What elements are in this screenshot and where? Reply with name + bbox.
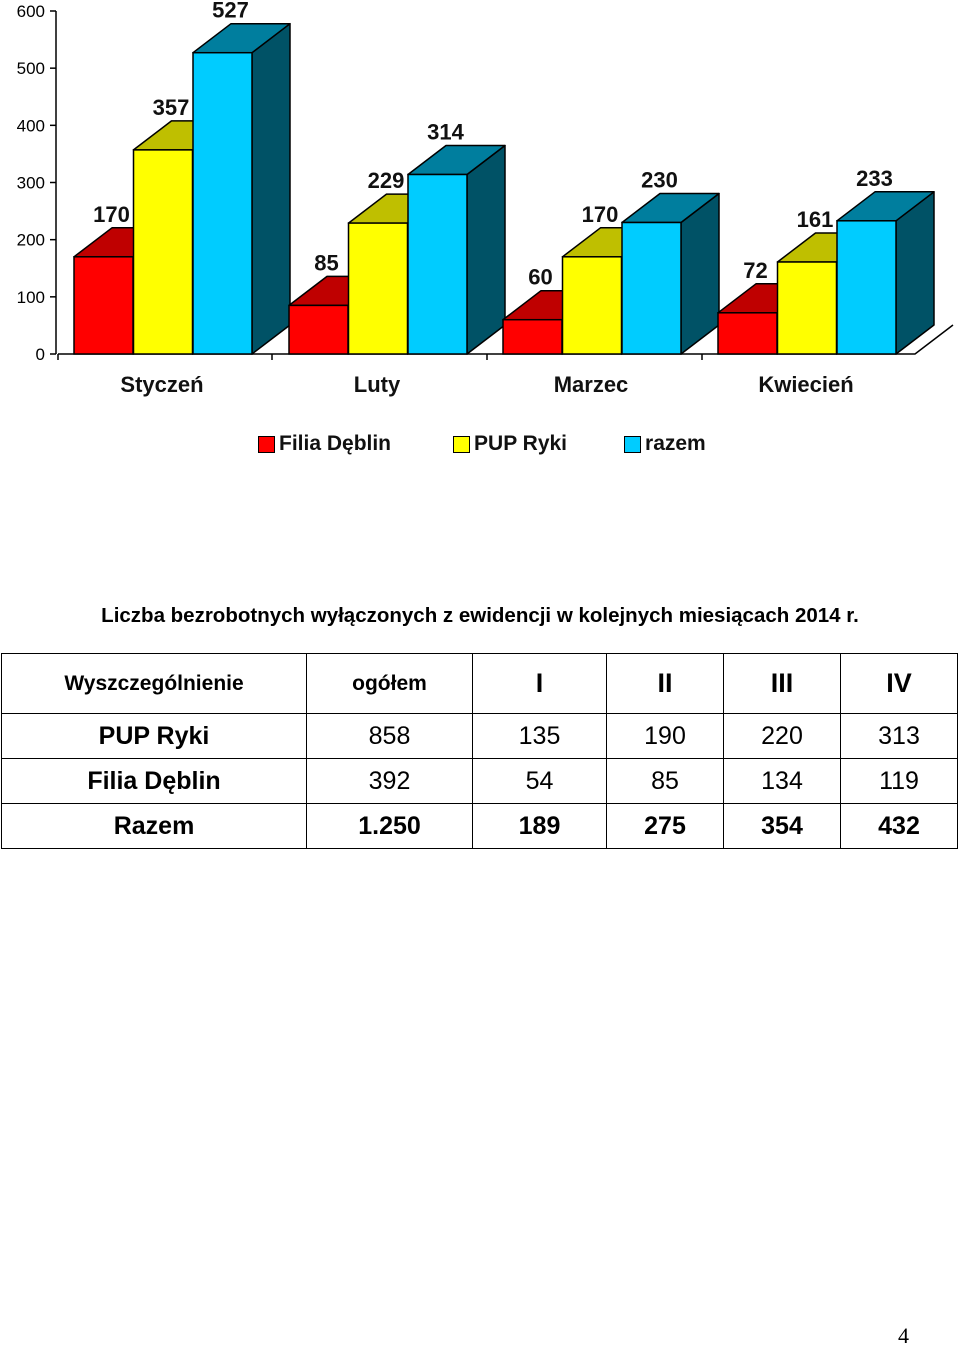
x-category-label: Kwiecień [758, 372, 853, 397]
y-tick-label: 300 [17, 174, 45, 193]
table-cell: 354 [723, 803, 841, 849]
table-cell: 392 [306, 758, 473, 804]
data-label-2-2: 230 [641, 168, 678, 193]
x-category-label: Luty [354, 372, 401, 397]
table-cell: 135 [472, 713, 607, 759]
data-label-0-1: 357 [153, 95, 190, 120]
x-category-label: Styczeń [120, 372, 203, 397]
legend-swatch-razem [624, 435, 642, 453]
table-cell: 134 [723, 758, 841, 804]
header-cell: IV [840, 653, 958, 714]
data-label-0-0: 170 [93, 202, 130, 227]
legend-item-razem: razem [624, 432, 706, 456]
header-cell: Wyszczególnienie [1, 653, 307, 714]
table-row: PUP Ryki 858 135 190 220 313 [1, 713, 958, 759]
table-cell: 220 [723, 713, 841, 759]
data-label-3-2: 233 [856, 166, 893, 191]
y-tick-label: 0 [36, 345, 45, 364]
data-label-3-1: 161 [797, 207, 834, 232]
table-cell: 275 [606, 803, 724, 849]
table-caption: Liczba bezrobotnych wyłączonych z ewiden… [101, 604, 859, 627]
data-label-2-1: 170 [582, 202, 619, 227]
legend-item-filia-deblin: Filia Dęblin [258, 432, 391, 456]
chart-legend: Filia Dęblin PUP Ryki razem [258, 432, 706, 456]
table-cell: 858 [306, 713, 473, 759]
legend-swatch-pup-ryki [453, 435, 471, 453]
x-category-label: Marzec [554, 372, 629, 397]
bar-3-0 [717, 312, 778, 355]
bar-0-2 [192, 51, 253, 355]
legend-label-pup-ryki: PUP Ryki [474, 432, 568, 455]
data-label-1-1: 229 [368, 168, 405, 193]
bar-chart: 0 100 200 300 400 500 600 170 357 527 Styczeń 85 229… [17, 0, 954, 397]
header-cell: III [723, 653, 841, 714]
header-cell: ogółem [306, 653, 473, 714]
table-cell: 189 [472, 803, 607, 849]
page-number: 4 [898, 1323, 909, 1348]
table-cell: Razem [1, 803, 307, 849]
table-header-row: Wyszczególnienie ogółem I II III IV [1, 653, 958, 714]
table-cell: 432 [840, 803, 958, 849]
legend-item-pup-ryki: PUP Ryki [453, 432, 567, 456]
bar-2-0 [502, 318, 563, 355]
y-tick-label: 100 [17, 288, 45, 307]
data-table: Wyszczególnienie ogółem I II III IV PUP … [1, 653, 958, 849]
bar-1-2 [407, 173, 468, 355]
data-label-1-2: 314 [427, 120, 464, 145]
table-cell: 190 [606, 713, 724, 759]
table-cell: 313 [840, 713, 958, 759]
bar-1-0 [288, 304, 349, 355]
bar-1-1 [347, 222, 409, 355]
y-tick-label: 500 [17, 59, 45, 78]
legend-label-filia-deblin: Filia Dęblin [279, 432, 392, 455]
legend-label-razem: razem [645, 432, 706, 455]
data-label-2-0: 60 [528, 265, 552, 290]
table-row: Filia Dęblin 392 54 85 134 119 [1, 758, 958, 804]
bar-side-0-2 [251, 22, 291, 355]
bar-side-1-2 [466, 144, 506, 355]
bar-2-1 [561, 256, 623, 355]
data-label-3-0: 72 [743, 258, 767, 283]
y-tick-label: 200 [17, 231, 45, 250]
table-cell: 54 [472, 758, 607, 804]
table-cell: 119 [840, 758, 958, 804]
bar-2-2 [621, 221, 682, 355]
table-row: Razem 1.250 189 275 354 432 [1, 803, 958, 849]
table-cell: 85 [606, 758, 724, 804]
table-cell: PUP Ryki [1, 713, 307, 759]
bar-0-0 [73, 256, 134, 355]
data-label-0-2: 527 [212, 0, 249, 23]
legend-swatch-filia-deblin [258, 435, 275, 453]
bar-0-1 [132, 149, 194, 355]
table-cell: 1.250 [306, 803, 473, 849]
data-label-1-0: 85 [314, 250, 338, 275]
y-tick-label: 600 [17, 2, 45, 21]
table-cell: Filia Dęblin [1, 758, 307, 804]
y-tick-label: 400 [17, 116, 45, 135]
bar-3-2 [836, 220, 897, 355]
bar-3-1 [776, 261, 838, 355]
header-cell: I [472, 653, 607, 714]
header-cell: II [606, 653, 724, 714]
